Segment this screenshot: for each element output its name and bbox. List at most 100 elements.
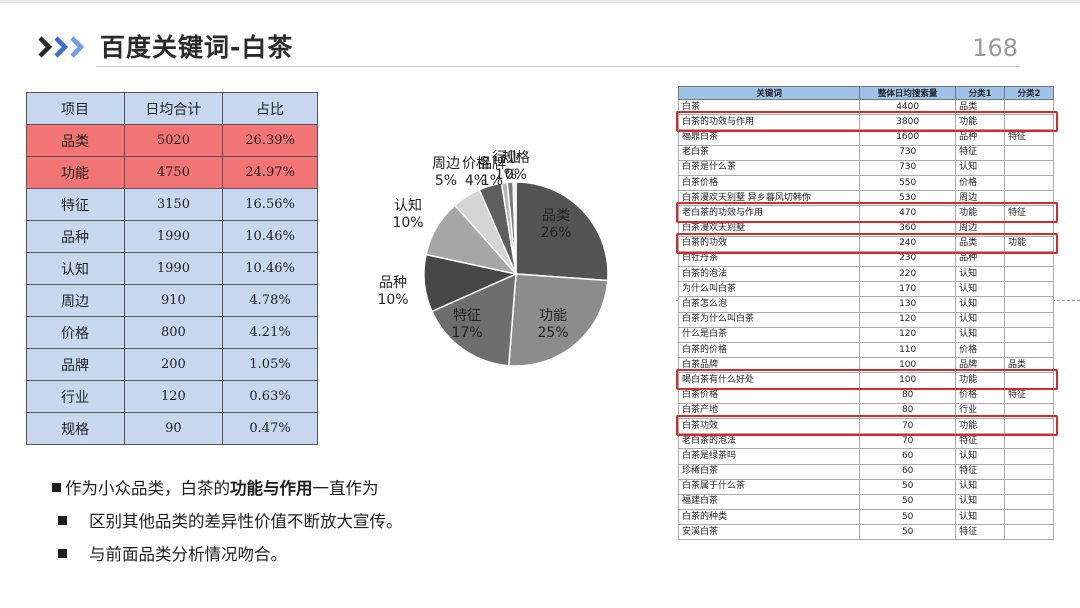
highlight-box	[676, 415, 1058, 436]
keyword-cell: 白茶的价格	[677, 341, 861, 359]
summary-cell-item: 规格	[26, 412, 125, 445]
keyword-row: 福鼎白茶 1600 品种 特征	[677, 129, 1054, 146]
summary-table-body: 品类 5020 26.39% 功能 4750 24.97% 特征 3150 16.56% 品种 19…	[26, 124, 318, 445]
volume-cell: 220	[859, 266, 957, 283]
pie-label-9: 行业1%	[492, 150, 520, 183]
category1-cell: 品种	[955, 129, 1006, 146]
summary-cell-share: 24.97%	[222, 156, 318, 189]
svg-text:10%: 10%	[392, 215, 423, 231]
summary-row: 功能 4750 24.97%	[26, 156, 318, 189]
summary-cell-share: 0.47%	[222, 412, 318, 445]
keyword-row: 老白茶 730 特征	[677, 144, 1054, 161]
keyword-cell: 白茶是什么茶	[677, 159, 861, 176]
svg-text:品牌: 品牌	[478, 155, 506, 172]
svg-text:认知: 认知	[394, 197, 422, 214]
category1-cell: 价格	[955, 174, 1006, 192]
highlight-box	[676, 369, 1058, 390]
keyword-cell: 白茶为什么叫白茶	[677, 311, 861, 328]
summary-cell-share: 0.63%	[222, 380, 318, 413]
category-pie-chart: 品类26%功能25%特征17%品种10%认知10%周边5%价格4%品牌1%行业1…	[377, 150, 609, 367]
keyword-cell: 白茶怎么泡	[677, 296, 861, 313]
svg-text:5%: 5%	[435, 173, 457, 189]
svg-text:4%: 4%	[465, 173, 487, 189]
category2-cell	[1004, 144, 1054, 161]
svg-text:行业: 行业	[492, 150, 520, 166]
category2-cell	[1004, 281, 1054, 298]
keyword-row: 为什么叫白茶 170 认知	[677, 281, 1054, 298]
summary-cell-daily-total: 120	[123, 380, 224, 413]
pie-label-6: 周边5%	[432, 156, 460, 189]
volume-cell: 80	[859, 387, 957, 404]
summary-cell-daily-total: 910	[123, 284, 224, 317]
summary-cell-item: 品牌	[26, 348, 125, 381]
category2-cell	[1004, 296, 1054, 313]
keyword-cell: 白茶的种类	[677, 509, 861, 526]
summary-table: 项目 日均合计 占比 品类 5020 26.39% 功能 4750 24.97% 特征 315…	[26, 92, 318, 445]
keyword-cell: 白茶的泡法	[677, 266, 861, 283]
summary-row: 价格 800 4.21%	[26, 316, 318, 349]
volume-cell: 50	[859, 478, 957, 495]
summary-cell-share: 10.46%	[222, 220, 318, 253]
category1-cell: 认知	[955, 478, 1006, 495]
category1-cell: 认知	[955, 326, 1006, 344]
top-rule	[0, 0, 1080, 3]
volume-cell: 50	[859, 509, 957, 526]
category1-cell: 特征	[955, 463, 1006, 480]
svg-text:特征: 特征	[453, 308, 481, 324]
keyword-row: 白茶的泡法 220 认知	[677, 266, 1054, 283]
bullet-item: 区别其他品类的差异性价值不断放大宣传。	[52, 505, 403, 538]
category2-cell	[1004, 463, 1054, 480]
keyword-row: 白茶是什么茶 730 认知	[677, 159, 1054, 176]
category2-cell	[1004, 174, 1054, 192]
category1-cell: 价格	[955, 387, 1006, 404]
keyword-cell: 白茶价格	[677, 174, 861, 192]
keyword-cell: 福鼎白茶	[677, 129, 861, 146]
keyword-cell: 为什么叫白茶	[677, 281, 861, 298]
bullet-text: 与前面品类分析情况吻合。	[89, 545, 287, 564]
category1-cell: 认知	[955, 266, 1006, 283]
summary-header-item: 项目	[26, 92, 125, 125]
keyword-header-row: 关键词 整体日均搜索量 分类1 分类2	[677, 86, 1054, 100]
summary-row: 行业 120 0.63%	[26, 380, 318, 413]
bullet-text: 区别其他品类的差异性价值不断放大宣传。	[89, 512, 403, 531]
bullet-text: 一直作为	[312, 479, 379, 498]
bullet-item: 与前面品类分析情况吻合。	[52, 538, 403, 571]
keyword-cell: 老白茶	[677, 144, 861, 161]
category2-cell	[1004, 341, 1054, 359]
summary-cell-daily-total: 1990	[123, 220, 224, 253]
volume-cell: 730	[859, 159, 957, 176]
bullet-bold-text: 功能与作用	[230, 479, 313, 498]
category2-cell	[1004, 159, 1054, 176]
keyword-header-category2: 分类2	[1004, 86, 1054, 100]
summary-cell-daily-total: 200	[123, 348, 224, 381]
category2-cell	[1004, 448, 1054, 465]
svg-text:17%: 17%	[451, 325, 482, 341]
summary-cell-daily-total: 90	[123, 412, 224, 445]
bullet-list: 作为小众品类，白茶的功能与作用一直作为 区别其他品类的差异性价值不断放大宣传。 …	[52, 472, 403, 571]
summary-cell-item: 周边	[26, 284, 125, 317]
category1-cell: 价格	[955, 341, 1006, 359]
summary-cell-share: 4.78%	[222, 284, 318, 317]
pie-label-10: 规格0%	[502, 150, 530, 183]
svg-text:周边: 周边	[432, 156, 460, 172]
bullet-item: 作为小众品类，白茶的功能与作用一直作为	[52, 472, 403, 505]
keyword-row: 福建白茶 50 认知	[677, 493, 1054, 511]
keyword-cell: 珍稀白茶	[677, 463, 861, 480]
summary-row: 周边 910 4.78%	[26, 284, 318, 317]
bullet-text: 作为小众品类，白茶的	[65, 479, 230, 498]
keyword-row: 珍稀白茶 60 特征	[677, 463, 1054, 480]
volume-cell: 550	[859, 174, 957, 192]
keyword-header-volume: 整体日均搜索量	[859, 86, 957, 100]
volume-cell: 170	[859, 281, 957, 298]
category2-cell	[1004, 478, 1054, 495]
summary-row: 品牌 200 1.05%	[26, 348, 318, 381]
keyword-row: 白茶价格 550 价格	[677, 174, 1054, 192]
svg-text:26%: 26%	[540, 225, 571, 241]
keyword-cell: 白茶价格	[677, 387, 861, 404]
summary-cell-share: 10.46%	[222, 252, 318, 285]
highlight-box	[676, 233, 1058, 254]
keyword-cell: 什么是白茶	[677, 326, 861, 344]
summary-cell-item: 行业	[26, 380, 125, 413]
keyword-row: 安溪白茶 50 特征	[677, 524, 1054, 541]
